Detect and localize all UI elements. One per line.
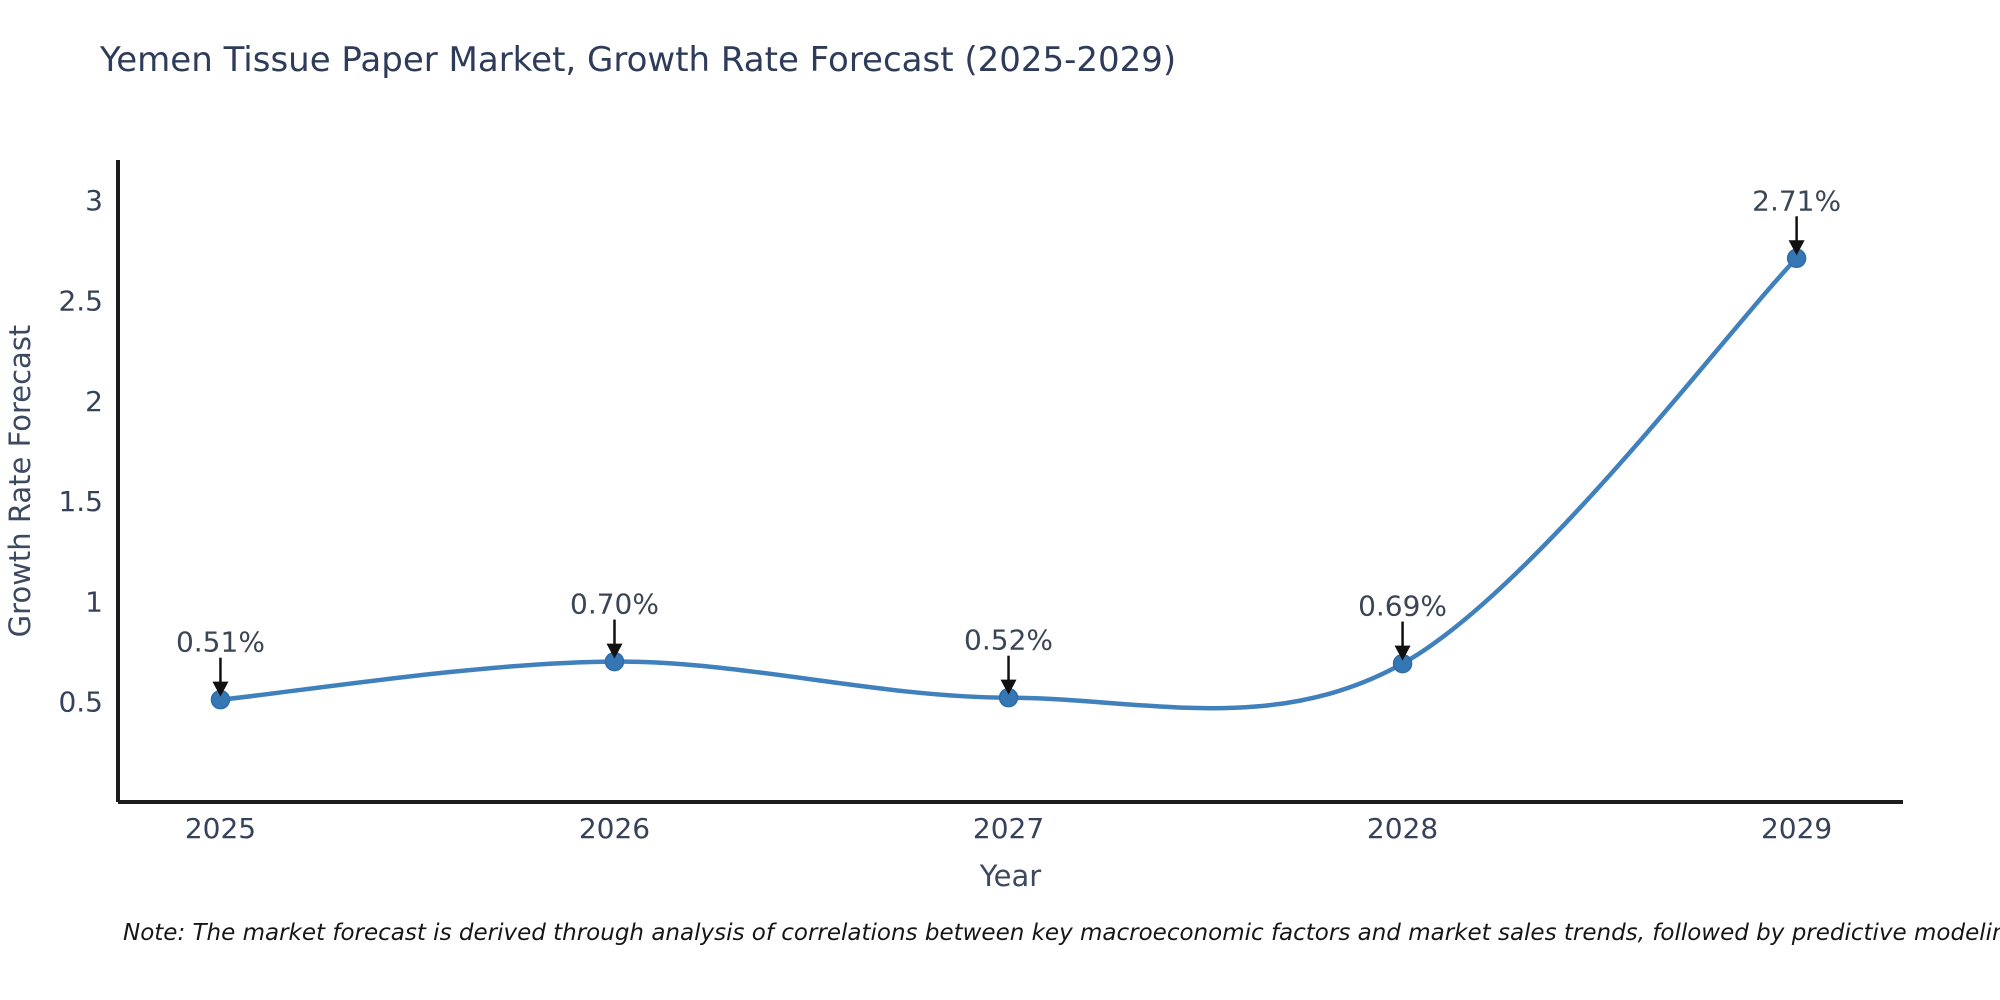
y-tick-label: 2	[85, 385, 103, 418]
y-axis-title: Growth Rate Forecast	[3, 325, 37, 638]
x-tick-label: 2027	[973, 812, 1044, 845]
x-axis-title: Year	[979, 859, 1041, 893]
y-tick-label: 1	[85, 585, 103, 618]
series-line	[220, 256, 1799, 711]
annotation-arrow-head	[606, 643, 623, 659]
annotation-arrow-head	[1000, 679, 1017, 695]
annotation-label: 0.69%	[1358, 590, 1447, 623]
annotation-label: 0.52%	[964, 624, 1053, 657]
annotation-label: 2.71%	[1752, 184, 1841, 217]
y-tick-label: 3	[85, 184, 103, 217]
y-tick-label: 1.5	[58, 485, 103, 518]
annotation-arrow-head	[212, 681, 229, 697]
y-tick-label: 0.5	[58, 686, 103, 719]
chart-title: Yemen Tissue Paper Market, Growth Rate F…	[100, 40, 1177, 80]
annotation-arrow-head	[1788, 240, 1805, 256]
annotation-label: 0.51%	[176, 626, 265, 659]
annotation-arrow-head	[1394, 645, 1411, 661]
x-tick-label: 2028	[1367, 812, 1438, 845]
footnote: Note: The market forecast is derived thr…	[123, 920, 2000, 946]
annotation-label: 0.70%	[570, 588, 659, 621]
x-tick-label: 2025	[185, 812, 256, 845]
x-tick-label: 2029	[1761, 812, 1832, 845]
x-tick-label: 2026	[579, 812, 650, 845]
y-tick-label: 2.5	[58, 284, 103, 317]
